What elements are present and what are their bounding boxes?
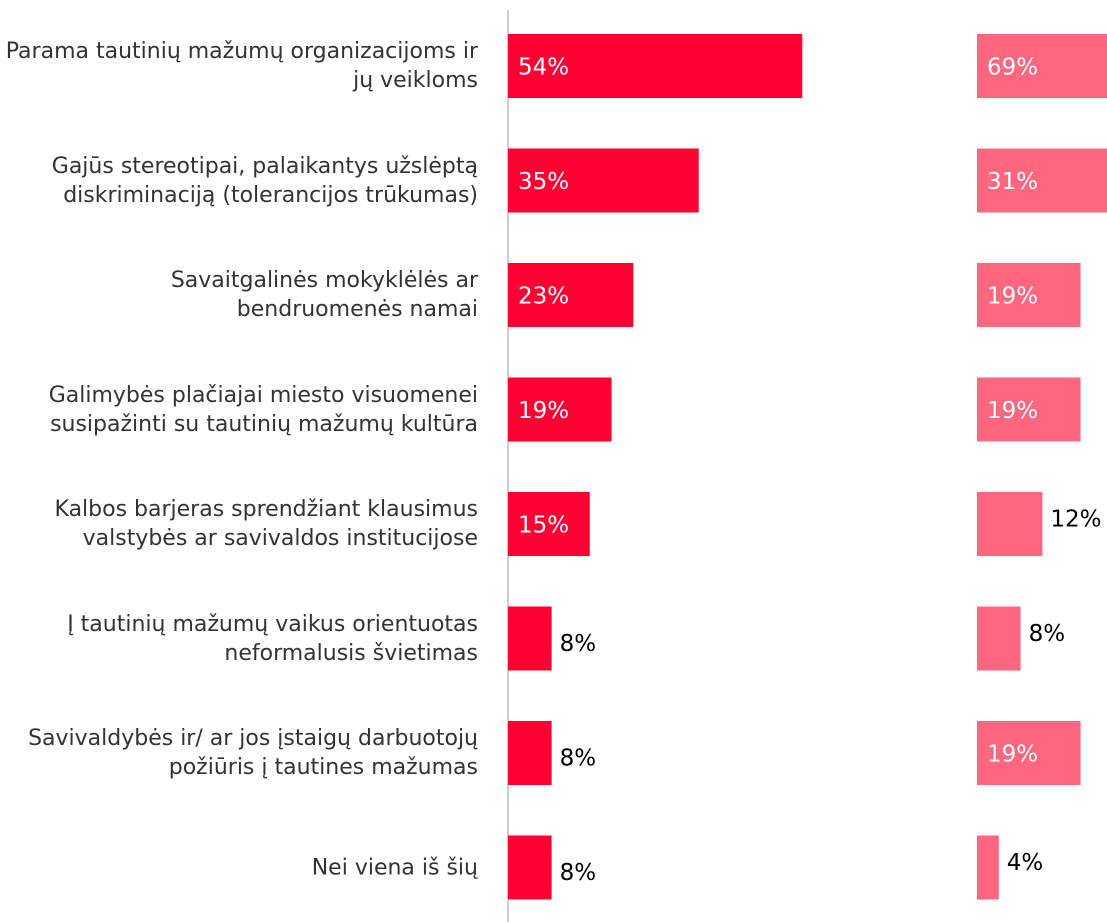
bar [977,606,1021,671]
value-label: 8% [1029,621,1066,647]
value-label: 19% [987,284,1038,310]
value-label: 8% [560,860,597,886]
bar [977,721,1081,785]
value-label: 35% [518,169,569,195]
value-label: 12% [1050,507,1101,533]
bar [508,721,552,785]
category-label: Parama tautinių mažumų organizacijoms ir… [5,39,478,93]
value-label: 31% [987,169,1038,195]
category-label: Savaitgalinės mokyklėlės ar bendruomenės… [170,268,478,322]
bar [977,34,1107,98]
bar [977,148,1107,213]
value-label: 19% [987,742,1038,768]
bar [508,263,634,327]
category-label: Kalbos barjeras sprendžiant klausimus va… [54,497,478,551]
bar [508,492,590,556]
value-label: 19% [987,398,1038,424]
value-label: 8% [560,631,597,657]
value-label: 19% [518,398,569,424]
value-label: 23% [518,284,569,310]
category-label: Į tautinių mažumų vaikus orientuotas nef… [67,611,478,666]
bar [977,263,1081,327]
value-label: 8% [560,746,597,772]
bar [508,835,552,900]
bar [508,606,552,671]
category-label: Savivaldybės ir/ ar jos įstaigų darbuoto… [28,726,478,780]
bar [977,377,1081,442]
value-label: 15% [518,513,569,539]
category-label: Gajūs stereotipai, palaikantys užslėptą … [51,153,478,208]
bar [977,835,999,900]
category-label: Nei viena iš šių [311,855,478,880]
value-label: 69% [987,55,1038,81]
category-label: Galimybės plačiajai miesto visuomenei su… [48,382,478,437]
bar [977,492,1043,556]
bar [508,148,699,213]
bar [508,34,803,98]
value-label: 4% [1007,850,1044,876]
bar [508,377,612,442]
value-label: 54% [518,55,569,81]
